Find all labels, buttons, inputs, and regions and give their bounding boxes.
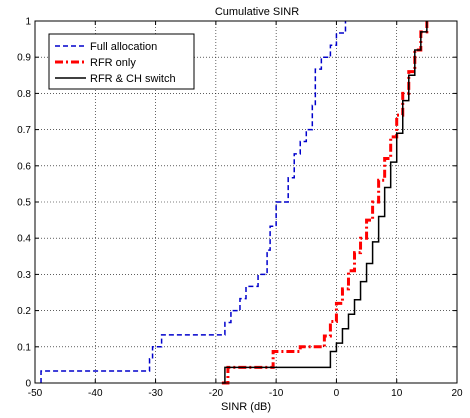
x-tick-label: 0	[334, 388, 340, 399]
x-tick-label: 20	[451, 388, 463, 399]
x-tick-label: -30	[148, 388, 163, 399]
x-tick-label: -10	[269, 388, 284, 399]
y-tick-label: 0.1	[17, 342, 31, 353]
y-tick-label: 0.9	[17, 53, 31, 64]
tick-labels: -50 -40 -30 -20 -10 0 10 20 0 0.1 0.2 0.3 0.4 0.5 0.6 0…	[17, 17, 463, 400]
y-tick-label: 0.7	[17, 125, 31, 136]
x-tick-label: -50	[28, 388, 43, 399]
y-tick-label: 0	[25, 379, 31, 390]
y-tick-label: 0.6	[17, 161, 31, 172]
series-line-full-allocation	[40, 21, 347, 383]
x-tick-label: 10	[391, 388, 403, 399]
legend: Full allocation RFR only RFR & CH switch	[48, 33, 195, 90]
y-tick-label: 0.2	[17, 306, 31, 317]
x-tick-label: -40	[88, 388, 103, 399]
tick-marks	[34, 20, 458, 384]
series-layer	[40, 21, 429, 385]
y-tick-label: 0.5	[17, 198, 31, 209]
x-tick-label: -20	[209, 388, 224, 399]
chart-title: Cumulative SINR	[215, 6, 299, 18]
series-line-rfr-ch-switch	[221, 21, 428, 384]
y-tick-label: 0.3	[17, 270, 31, 281]
legend-label-full-allocation: Full allocation	[90, 41, 157, 53]
series-line-rfr-only	[221, 21, 429, 385]
legend-label-rfr-only: RFR only	[90, 57, 136, 69]
y-tick-label: 1	[25, 17, 31, 28]
legend-label-rfr-ch-switch: RFR & CH switch	[90, 73, 176, 85]
y-tick-label: 0.8	[17, 89, 31, 100]
x-axis-label: SINR (dB)	[221, 401, 271, 413]
y-tick-label: 0.4	[17, 234, 31, 245]
